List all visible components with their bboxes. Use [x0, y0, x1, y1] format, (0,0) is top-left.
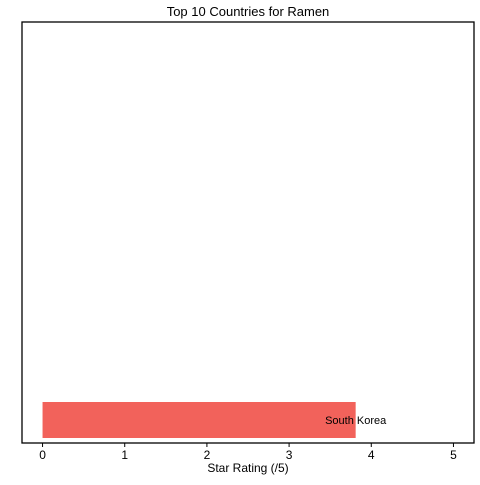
- x-tick-label: 1: [121, 448, 128, 462]
- x-tick-label: 2: [204, 448, 211, 462]
- bar: [42, 402, 356, 438]
- bars-layer: South Korea: [42, 402, 387, 438]
- x-axis-ticks: 0 1 2 3 4 5: [39, 443, 457, 462]
- chart-title: Top 10 Countries for Ramen: [167, 4, 330, 19]
- x-tick-label: 5: [450, 448, 457, 462]
- x-tick-label: 0: [39, 448, 46, 462]
- x-tick-label: 3: [286, 448, 293, 462]
- bar-label: South Korea: [325, 415, 387, 427]
- x-axis-label: Star Rating (/5): [207, 461, 288, 475]
- x-tick-label: 4: [368, 448, 375, 462]
- plot-frame: [21, 21, 475, 444]
